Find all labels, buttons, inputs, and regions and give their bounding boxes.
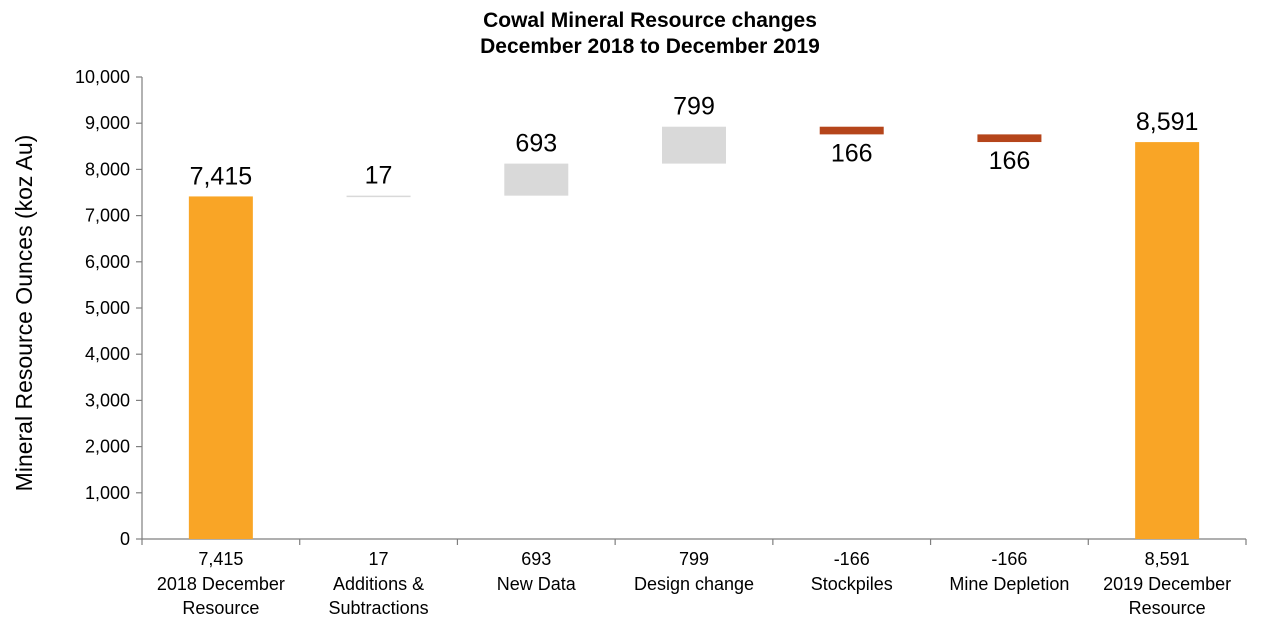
y-tick-label: 9,000 bbox=[85, 113, 130, 133]
y-tick-label: 1,000 bbox=[85, 483, 130, 503]
category-label: 7,415 2018 December Resource bbox=[157, 549, 285, 618]
chart-title: Cowal Mineral Resource changes December 2… bbox=[480, 9, 820, 58]
data-label: 7,415 bbox=[190, 162, 253, 190]
category-label-line: Stockpiles bbox=[811, 574, 893, 594]
y-axis-label: Mineral Resource Ounces (koz Au) bbox=[11, 135, 37, 492]
category-label: 8,591 2019 December Resource bbox=[1103, 549, 1231, 618]
bar-total bbox=[188, 196, 253, 539]
chart-title-line: Cowal Mineral Resource changes bbox=[483, 9, 817, 32]
y-tick-label: 8,000 bbox=[85, 159, 130, 179]
data-label: 17 bbox=[365, 162, 393, 190]
category-label: 17 Additions & Subtractions bbox=[329, 549, 429, 618]
data-label: 693 bbox=[515, 130, 557, 158]
bar-increase bbox=[504, 163, 569, 196]
category-label-line: Design change bbox=[634, 574, 754, 594]
bar-decrease bbox=[977, 134, 1042, 143]
data-label: 166 bbox=[831, 139, 873, 167]
data-label: 166 bbox=[989, 147, 1031, 175]
y-tick-label: 4,000 bbox=[85, 344, 130, 364]
category-label-line: 7,415 bbox=[198, 549, 243, 569]
data-label: 8,591 bbox=[1136, 108, 1199, 136]
category-label-line: -166 bbox=[834, 549, 870, 569]
bar-decrease bbox=[819, 126, 884, 135]
y-tick-label: 5,000 bbox=[85, 298, 130, 318]
bar-increase bbox=[346, 195, 411, 198]
category-label-line: 2018 December bbox=[157, 574, 285, 594]
category-label-line: 799 bbox=[679, 549, 709, 569]
category-label-line: Mine Depletion bbox=[949, 574, 1069, 594]
category-label-line: 17 bbox=[369, 549, 389, 569]
bars bbox=[188, 126, 1200, 539]
category-label-line: -166 bbox=[991, 549, 1027, 569]
bar-increase bbox=[662, 126, 726, 164]
y-axis: 0 1,000 2,000 3,000 4,000 5,000 6,000 7,000 8,00… bbox=[75, 67, 143, 549]
y-tick-label: 10,000 bbox=[75, 67, 130, 87]
category-label-line: Subtractions bbox=[329, 598, 429, 618]
category-label-line: 8,591 bbox=[1145, 549, 1190, 569]
y-axis-title: Mineral Resource Ounces (koz Au) bbox=[11, 135, 37, 492]
category-label: -166 Mine Depletion bbox=[949, 549, 1069, 594]
category-label-line: New Data bbox=[497, 574, 577, 594]
y-tick-label: 3,000 bbox=[85, 390, 130, 410]
bar-total bbox=[1135, 142, 1200, 539]
category-label: 693 New Data bbox=[497, 549, 577, 594]
category-label-line: Resource bbox=[182, 598, 259, 618]
category-label-line: 2019 December bbox=[1103, 574, 1231, 594]
y-tick-label: 2,000 bbox=[85, 437, 130, 457]
category-label-line: 693 bbox=[521, 549, 551, 569]
y-tick-label: 0 bbox=[120, 529, 130, 549]
data-labels: 7,415 17 693 799 166 166 8,591 bbox=[190, 93, 1199, 191]
category-labels: 7,415 2018 December Resource 17 Additions & S… bbox=[157, 549, 1231, 618]
data-label: 799 bbox=[673, 93, 715, 121]
category-label: 799 Design change bbox=[634, 549, 754, 594]
category-label-line: Additions & bbox=[333, 574, 424, 594]
y-tick-label: 7,000 bbox=[85, 206, 130, 226]
category-label: -166 Stockpiles bbox=[811, 549, 893, 594]
chart-title-line: December 2018 to December 2019 bbox=[480, 35, 820, 58]
y-tick-label: 6,000 bbox=[85, 252, 130, 272]
x-axis bbox=[141, 538, 1247, 545]
category-label-line: Resource bbox=[1129, 598, 1206, 618]
